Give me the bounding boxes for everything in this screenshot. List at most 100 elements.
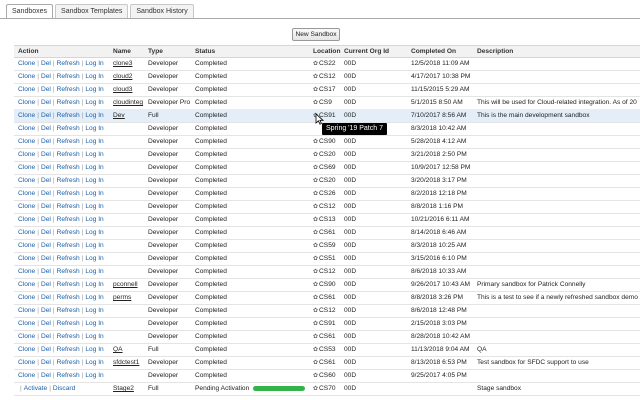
column-header-description[interactable]: Description <box>477 48 514 55</box>
login-link[interactable]: Log In <box>85 320 104 327</box>
clone-link[interactable]: Clone <box>18 320 36 327</box>
clone-link[interactable]: Clone <box>18 73 36 80</box>
login-link[interactable]: Log In <box>85 268 104 275</box>
sandbox-location[interactable]: ✿CS69 <box>313 161 343 175</box>
sandbox-location[interactable]: ✿CS17 <box>313 83 343 97</box>
refresh-link[interactable]: Refresh <box>56 294 80 301</box>
login-link[interactable]: Log In <box>85 164 104 171</box>
sandbox-location[interactable]: ✿CS12 <box>313 70 343 84</box>
refresh-link[interactable]: Refresh <box>56 307 80 314</box>
login-link[interactable]: Log In <box>85 229 104 236</box>
sandbox-location[interactable]: ✿CS91 <box>313 317 343 331</box>
login-link[interactable]: Log In <box>85 307 104 314</box>
clone-link[interactable]: Clone <box>18 112 36 119</box>
login-link[interactable]: Log In <box>85 60 104 67</box>
sandbox-name-link[interactable]: QA <box>113 346 123 353</box>
sandbox-location[interactable]: ✿CS60 <box>313 369 343 383</box>
delete-link[interactable]: Del <box>40 372 51 379</box>
tab-sandbox-history[interactable]: Sandbox History <box>130 4 194 18</box>
clone-link[interactable]: Clone <box>18 294 36 301</box>
delete-link[interactable]: Del <box>40 99 51 106</box>
clone-link[interactable]: Clone <box>18 255 36 262</box>
login-link[interactable]: Log In <box>85 190 104 197</box>
refresh-link[interactable]: Refresh <box>56 268 80 275</box>
login-link[interactable]: Log In <box>85 73 104 80</box>
clone-link[interactable]: Clone <box>18 372 36 379</box>
delete-link[interactable]: Del <box>40 229 51 236</box>
delete-link[interactable]: Del <box>40 216 51 223</box>
clone-link[interactable]: Clone <box>18 281 36 288</box>
delete-link[interactable]: Del <box>40 164 51 171</box>
sandbox-location[interactable]: ✿CS12 <box>313 304 343 318</box>
login-link[interactable]: Log In <box>85 112 104 119</box>
clone-link[interactable]: Clone <box>18 359 36 366</box>
refresh-link[interactable]: Refresh <box>56 151 80 158</box>
login-link[interactable]: Log In <box>85 151 104 158</box>
delete-link[interactable]: Del <box>40 294 51 301</box>
delete-link[interactable]: Del <box>40 320 51 327</box>
clone-link[interactable]: Clone <box>18 333 36 340</box>
refresh-link[interactable]: Refresh <box>56 281 80 288</box>
sandbox-location[interactable]: ✿CS51 <box>313 252 343 266</box>
delete-link[interactable]: Del <box>40 151 51 158</box>
column-header-name[interactable]: Name <box>113 48 131 55</box>
delete-link[interactable]: Del <box>40 86 51 93</box>
clone-link[interactable]: Clone <box>18 216 36 223</box>
sandbox-location[interactable]: ✿CS20 <box>313 174 343 188</box>
sandbox-name-link[interactable]: sfdctest1 <box>113 359 140 366</box>
login-link[interactable]: Log In <box>85 177 104 184</box>
login-link[interactable]: Log In <box>85 86 104 93</box>
sandbox-location[interactable]: ✿CS61 <box>313 330 343 344</box>
clone-link[interactable]: Clone <box>18 138 36 145</box>
delete-link[interactable]: Del <box>40 60 51 67</box>
sandbox-name-link[interactable]: clone3 <box>113 60 133 67</box>
delete-link[interactable]: Del <box>40 73 51 80</box>
login-link[interactable]: Log In <box>85 346 104 353</box>
refresh-link[interactable]: Refresh <box>56 60 80 67</box>
login-link[interactable]: Log In <box>85 242 104 249</box>
refresh-link[interactable]: Refresh <box>56 138 80 145</box>
column-header-current-org-id[interactable]: Current Org Id <box>344 48 390 55</box>
refresh-link[interactable]: Refresh <box>56 359 80 366</box>
refresh-link[interactable]: Refresh <box>56 229 80 236</box>
new-sandbox-button[interactable]: New Sandbox <box>292 28 340 41</box>
login-link[interactable]: Log In <box>85 255 104 262</box>
sandbox-name-link[interactable]: cloudinteg <box>113 99 144 106</box>
refresh-link[interactable]: Refresh <box>56 346 80 353</box>
sandbox-location[interactable]: ✿CS12 <box>313 265 343 279</box>
clone-link[interactable]: Clone <box>18 151 36 158</box>
refresh-link[interactable]: Refresh <box>56 190 80 197</box>
sandbox-location[interactable]: ✿CS13 <box>313 213 343 227</box>
sandbox-name-link[interactable]: perms <box>113 294 132 301</box>
sandbox-name-link[interactable]: cloud3 <box>113 86 133 93</box>
sandbox-location[interactable]: ✿CS12 <box>313 200 343 214</box>
sandbox-location[interactable]: ✿CS90 <box>313 278 343 292</box>
refresh-link[interactable]: Refresh <box>56 242 80 249</box>
sandbox-location[interactable]: ✿CS70 <box>313 382 343 396</box>
sandbox-name-link[interactable]: cloud2 <box>113 73 133 80</box>
delete-link[interactable]: Del <box>40 255 51 262</box>
sandbox-location[interactable]: ✿CS53 <box>313 343 343 357</box>
sandbox-name-link[interactable]: Dev <box>113 112 125 119</box>
delete-link[interactable]: Del <box>40 203 51 210</box>
sandbox-name-link[interactable]: pconnell <box>113 281 138 288</box>
delete-link[interactable]: Del <box>40 281 51 288</box>
sandbox-name-link[interactable]: Stage2 <box>113 385 134 392</box>
clone-link[interactable]: Clone <box>18 99 36 106</box>
clone-link[interactable]: Clone <box>18 268 36 275</box>
column-header-type[interactable]: Type <box>148 48 163 55</box>
delete-link[interactable]: Del <box>40 307 51 314</box>
login-link[interactable]: Log In <box>85 372 104 379</box>
sandbox-location[interactable]: ✿CS61 <box>313 291 343 305</box>
delete-link[interactable]: Del <box>40 333 51 340</box>
clone-link[interactable]: Clone <box>18 229 36 236</box>
refresh-link[interactable]: Refresh <box>56 112 80 119</box>
delete-link[interactable]: Del <box>40 177 51 184</box>
refresh-link[interactable]: Refresh <box>56 164 80 171</box>
sandbox-location[interactable]: ✿CS20 <box>313 148 343 162</box>
refresh-link[interactable]: Refresh <box>56 333 80 340</box>
refresh-link[interactable]: Refresh <box>56 73 80 80</box>
discard-link[interactable]: Discard <box>52 385 76 392</box>
delete-link[interactable]: Del <box>40 346 51 353</box>
sandbox-location[interactable]: ✿CS59 <box>313 239 343 253</box>
